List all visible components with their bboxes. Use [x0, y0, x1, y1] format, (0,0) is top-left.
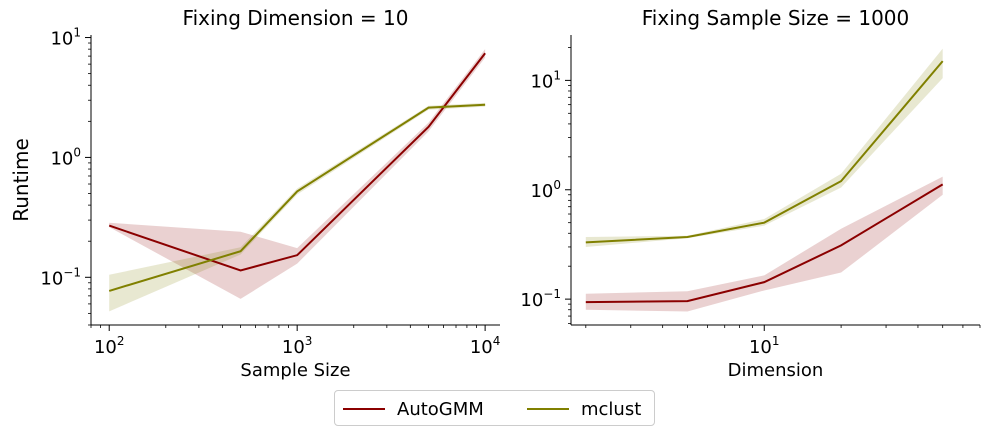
- y-tick-label: 101: [50, 26, 81, 50]
- confidence-band-autogmm: [109, 49, 486, 299]
- series-line-autogmm: [108, 52, 486, 272]
- series-line-mclust: [108, 103, 486, 292]
- series-line-autogmm: [585, 183, 944, 304]
- y-axis-label: Runtime: [9, 138, 33, 222]
- confidence-band-autogmm: [585, 176, 943, 312]
- chart-panel-fixing-sample-size: 101 10−1 100 101 Fixing Sample Size = 1000 Di…: [520, 6, 981, 381]
- x-axis-label: Dimension: [728, 360, 824, 381]
- y-tick-label: 101: [530, 68, 561, 92]
- confidence-band-mclust: [585, 48, 943, 247]
- legend-item-mclust: mclust: [527, 391, 641, 427]
- legend-item-autogmm: AutoGMM: [343, 391, 484, 427]
- x-tick-label: 102: [94, 334, 125, 358]
- legend-swatch-mclust: [527, 408, 569, 410]
- confidence-band-mclust: [109, 102, 486, 312]
- x-tick-label: 101: [749, 334, 780, 358]
- chart-title: Fixing Dimension = 10: [183, 6, 409, 30]
- y-tick-label: 100: [530, 178, 561, 202]
- chart-title: Fixing Sample Size = 1000: [642, 6, 910, 30]
- legend-label-autogmm: AutoGMM: [397, 398, 484, 420]
- x-tick-label: 104: [470, 334, 501, 358]
- y-tick-label: 10−1: [520, 287, 561, 311]
- y-tick-label: 100: [50, 145, 81, 169]
- x-tick-label: 103: [282, 334, 313, 358]
- chart-panel-fixing-dimension: 102 103 104 10−1 100 101 Fixing Dimension = 10…: [9, 6, 500, 381]
- legend-label-mclust: mclust: [581, 398, 642, 420]
- x-axis-label: Sample Size: [240, 360, 350, 381]
- legend: AutoGMM mclust: [334, 390, 655, 426]
- y-tick-label: 10−1: [40, 265, 81, 289]
- series-line-mclust: [585, 60, 944, 244]
- legend-swatch-autogmm: [343, 408, 385, 410]
